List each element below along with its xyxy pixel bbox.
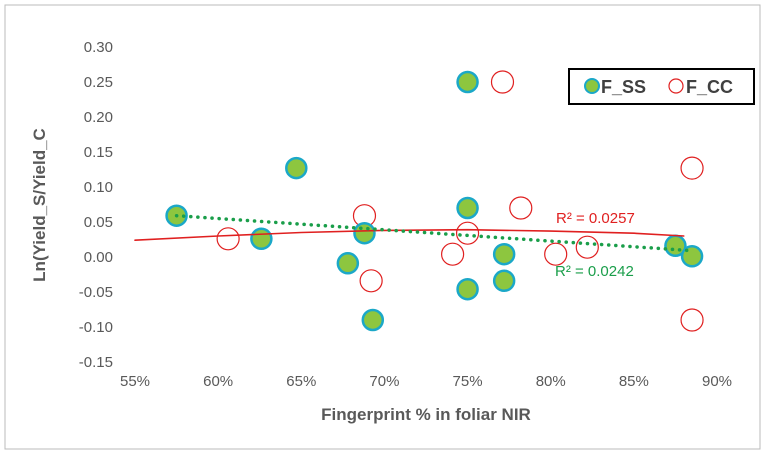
legend-label-f-ss: F_SS	[601, 77, 646, 97]
x-tick-label: 65%	[286, 373, 316, 390]
data-point-f-cc	[490, 70, 515, 94]
y-tick-label: -0.05	[79, 284, 113, 301]
legend-label-f-cc: F_CC	[686, 77, 733, 97]
data-point-f-ss	[492, 269, 516, 293]
data-point-f-ss	[285, 156, 308, 180]
data-point-f-ss	[456, 277, 479, 301]
trendline-f-cc	[134, 228, 685, 241]
data-point-f-ss	[680, 245, 704, 268]
data-point-f-ss	[456, 196, 479, 220]
r2-label-f-cc: R² = 0.0257	[556, 210, 635, 227]
x-tick-label: 90%	[702, 373, 732, 390]
r2-label-f-ss: R² = 0.0242	[555, 263, 634, 280]
x-tick-label: 80%	[536, 373, 566, 390]
data-point-f-ss	[250, 227, 273, 251]
legend-marker-f-cc	[668, 78, 684, 94]
data-point-f-cc	[359, 269, 383, 293]
data-point-f-cc	[680, 156, 704, 180]
y-tick-label: 0.25	[84, 74, 113, 91]
legend-marker-f-ss	[584, 78, 600, 94]
trendline-f-ss	[174, 213, 694, 253]
data-point-f-cc	[441, 242, 465, 266]
x-axis-label: Fingerprint % in foliar NIR	[321, 405, 531, 424]
y-axis-label: Ln(Yield_S/Yield_C	[30, 128, 49, 282]
data-point-f-cc	[216, 227, 240, 251]
data-point-f-ss	[456, 70, 479, 94]
data-point-f-cc	[680, 308, 704, 332]
data-point-f-cc	[509, 196, 533, 220]
data-point-f-ss	[492, 242, 516, 266]
data-point-f-ss	[361, 308, 385, 332]
y-tick-label: -0.15	[79, 354, 113, 371]
y-tick-label: 0.30	[84, 39, 113, 56]
data-point-f-ss	[353, 221, 376, 245]
data-point-f-cc	[575, 235, 599, 259]
x-tick-label: 55%	[120, 373, 150, 390]
y-tick-label: 0.00	[84, 249, 113, 266]
y-tick-label: 0.20	[84, 109, 113, 126]
x-tick-label: 85%	[619, 373, 649, 390]
y-tick-label: 0.15	[84, 144, 113, 161]
x-tick-label: 70%	[369, 373, 399, 390]
x-tick-label: 60%	[203, 373, 233, 390]
y-tick-label: -0.10	[79, 319, 113, 336]
data-point-f-cc	[455, 221, 480, 245]
data-point-f-cc	[544, 242, 568, 266]
data-point-f-ss	[336, 252, 360, 275]
x-tick-label: 75%	[453, 373, 483, 390]
y-tick-label: 0.05	[84, 214, 113, 231]
y-tick-label: 0.10	[84, 179, 113, 196]
legend: F_SS F_CC	[568, 68, 755, 105]
